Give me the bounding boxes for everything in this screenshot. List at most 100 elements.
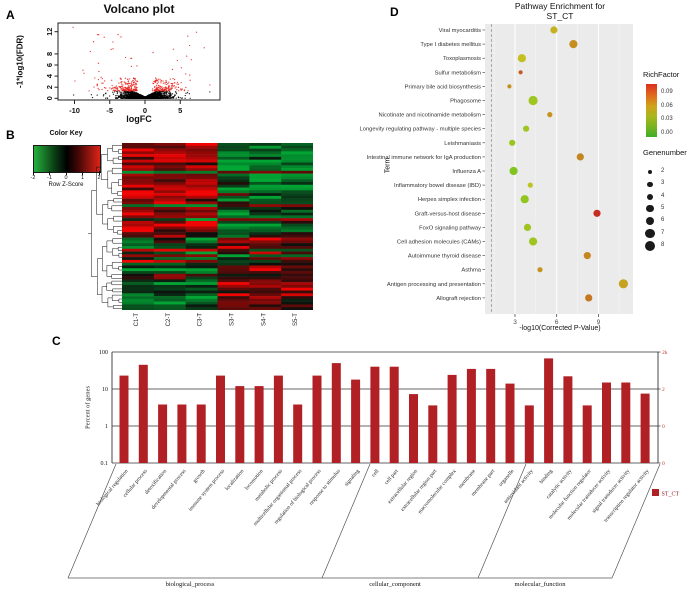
pathway-term-label: Phagosome [450,99,481,105]
go-right-axis-tick: 0 [662,424,665,430]
genenumber-size-label: 8 [661,241,665,248]
pathway-dot [583,252,591,260]
pathway-term-label: Nicotinate and nicotinamide metabolism [379,113,482,119]
pathway-dot [527,182,533,188]
pathway-term-label: Antigen processing and presentation [387,282,481,288]
color-key-tick-label: 1 [80,175,85,181]
pathway-dot [509,139,516,146]
pathway-dot [523,125,530,132]
go-term-label: localization [224,468,245,492]
heatmap-column-label: C1-T [134,313,140,327]
color-key-tick-mark [49,171,50,175]
pathway-term-label: Leishmaniasis [444,141,481,147]
heatmap-column-label: C2-T [166,313,172,327]
go-bar [486,368,496,463]
color-key-tick-mark [82,171,83,175]
go-bar [447,374,457,463]
go-bar [351,379,361,463]
go-term-label: biological regulation [96,468,130,507]
volcano-title: Volcano plot [103,2,175,16]
go-bar [505,383,515,463]
panel-b-label: B [6,128,15,142]
genenumber-size-dot [645,228,655,239]
go-bar [293,404,303,463]
pathway-term-label: Viral myocarditis [439,28,482,34]
go-term-label: signaling [344,468,362,487]
color-key-tick-mark [32,171,34,175]
pathway-dot [618,279,628,289]
volcano-y-tick: 12 [45,28,54,36]
expression-heatmap [122,143,313,310]
genenumber-size-dot [647,169,653,175]
panel-d-label: D [390,5,399,19]
go-group-label: molecular_function [515,581,567,588]
color-key-tick-label: -1 [47,175,52,181]
go-bar [370,366,380,463]
genenumber-size-label: 7 [661,229,665,236]
color-key-tick-label: 2 [97,175,101,181]
go-term-label: immune system process [188,468,226,512]
heatmap-column-label: S5-T [293,313,299,326]
color-key-tick-mark [98,171,100,175]
pathway-term-label: Type I diabetes mellitus [420,42,481,48]
pathway-term-label: Herpes simplex infection [418,197,481,203]
go-left-axis-tick: 0.1 [101,461,109,467]
volcano-plot: -10 -5 0 5 0 2 4 6 8 12 [45,22,221,115]
pathway-term-label: Graft-versus-host disease [415,211,481,217]
go-right-axis-tick: 2 [662,387,665,393]
go-left-axis-tick: 10 [102,387,108,393]
pathway-term-label: Toxoplasmosis [443,56,481,62]
dotplot-panel [485,24,633,314]
genenumber-size-dot [647,181,653,187]
dotplot-title-line1: Pathway Enrichment for [514,1,606,11]
pathway-dot [569,40,578,49]
heatmap-column-label: S4-T [261,313,267,326]
go-bar [602,382,611,463]
go-term-label: organelle [498,468,516,488]
pathway-dot [550,26,558,34]
go-term-label: cell part [384,468,400,486]
pathway-term-label: Asthma [461,268,481,274]
richfactor-gradient-bar [646,84,657,137]
dotplot-x-tick: 6 [555,319,559,326]
volcano-points [72,26,211,99]
dotplot-title-line2: ST_CT [546,11,574,21]
go-bar [254,386,264,463]
richfactor-tick-label: 0.06 [661,102,673,109]
go-term-label: growth [192,468,207,484]
go-bar [216,375,225,463]
go-bar [177,404,187,463]
pathway-term-label: Cell adhesion molecules (CAMs) [397,240,481,246]
pathway-term-label: Allograft rejection [436,296,481,302]
richfactor-tick-label: 0.03 [661,116,673,123]
heatmap-column-labels: C1-T C2-T C3-T S3-T S4-T S5-T [134,313,299,327]
pathway-dot [593,209,601,217]
go-bar [621,382,631,463]
volcano-x-tick: 0 [143,106,147,115]
genenumber-size-label: 2 [661,168,665,174]
pathway-dot [518,70,523,75]
pathway-dot [576,153,584,161]
heatmap-column-label: S3-T [229,313,235,326]
color-key-tick-mark [65,171,67,175]
go-bar [119,375,129,463]
pathway-term-label: Sulfur metabolism [435,70,482,76]
volcano-x-tick: -10 [69,106,80,115]
volcano-y-axis-label: -1*log10(FDR) [15,35,25,88]
pathway-dot [507,84,512,89]
pathway-dot [520,195,529,204]
pathway-term-label: Intestinal immune network for IgA produc… [367,155,481,161]
genenumber-size-dot [646,205,654,213]
genenumber-size-label: 3 [661,180,665,187]
go-term-label: macromolecular complex [417,468,458,515]
volcano-x-axis-label: logFC [126,114,152,124]
go-bar [640,393,650,463]
go-bar [466,368,476,463]
go-bar [409,394,418,463]
go-group-label: cellular_component [369,581,421,588]
go-right-axis-tick: 2k [662,350,668,356]
go-legend-label: ST_CT [662,492,680,498]
pathway-dot [509,166,518,176]
go-bar [273,375,283,463]
go-bar [138,364,148,463]
